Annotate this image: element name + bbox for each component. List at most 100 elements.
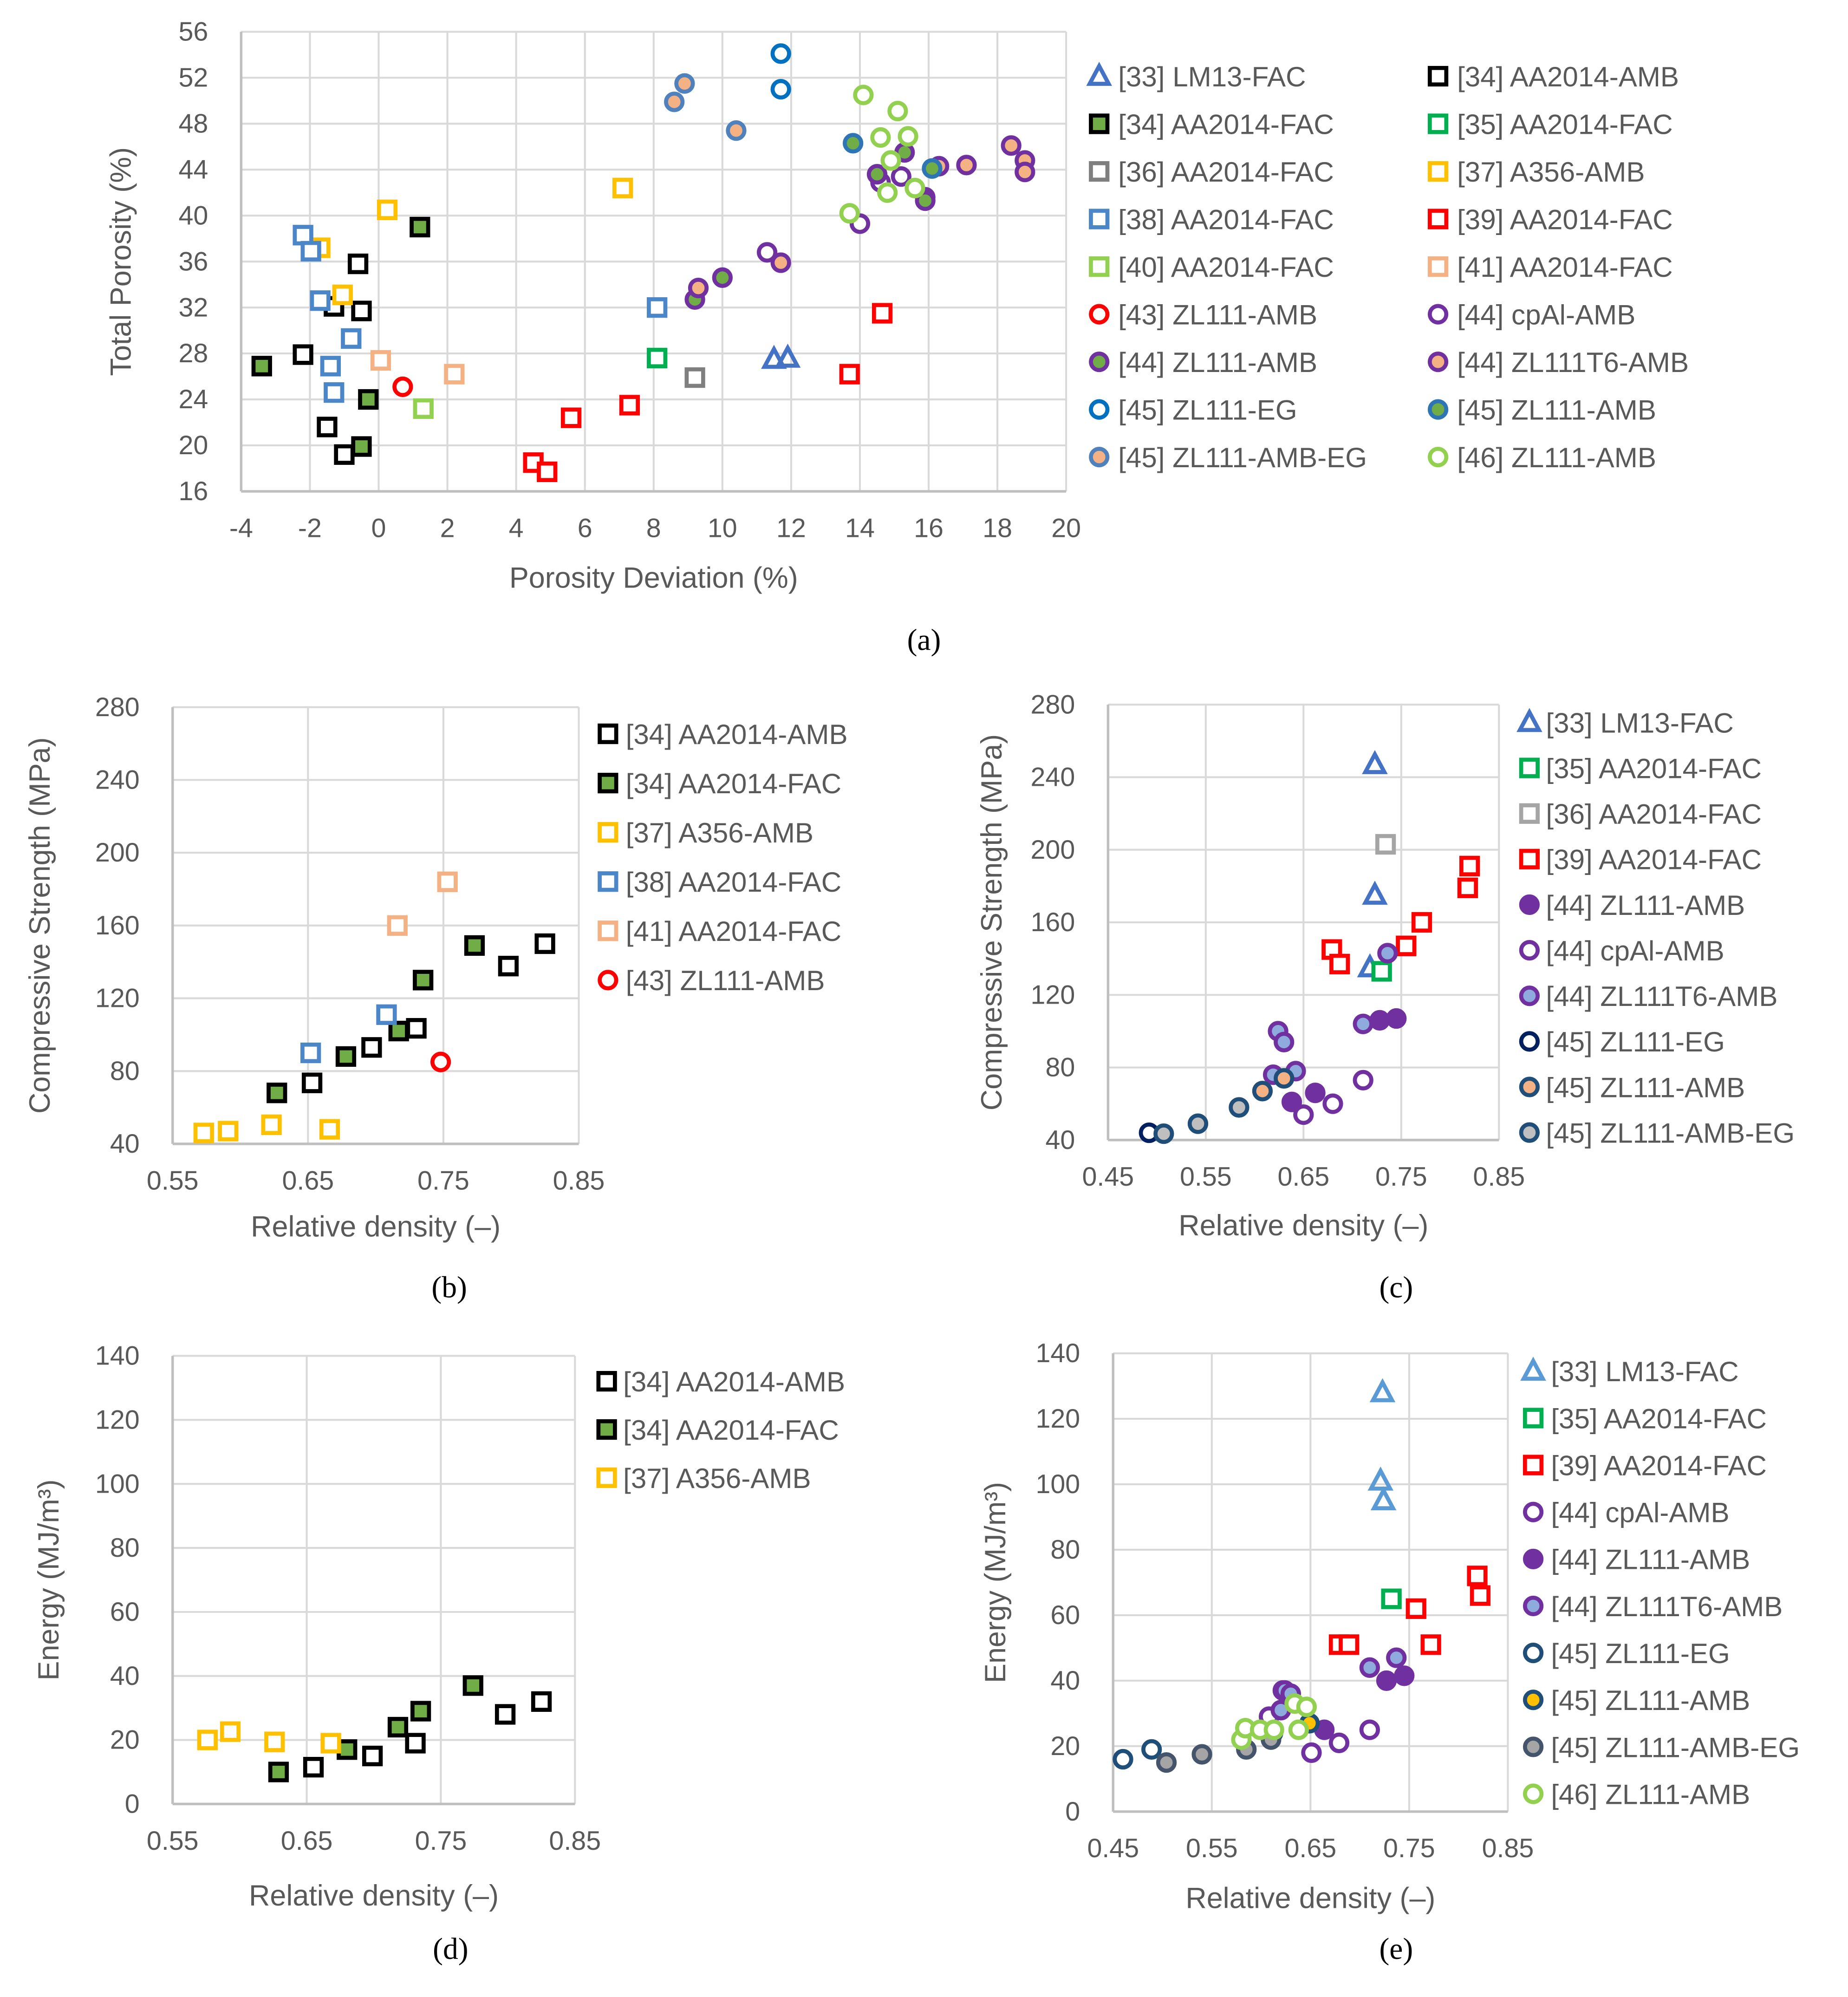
- y-tick-label: 24: [178, 385, 208, 414]
- data-point: [1281, 1091, 1302, 1112]
- data-point: [332, 284, 353, 306]
- data-point: [619, 395, 640, 416]
- chart-c: 0.45 0.55 0.65 0.75 0.85 40 80 120 160 200 240 280 R…: [976, 690, 1795, 1304]
- legend-entry: [39] AA2014-FAC: [1551, 1450, 1767, 1481]
- legend-entry: [36] AA2014-FAC: [1546, 799, 1762, 830]
- data-point: [293, 344, 313, 365]
- series-9: [1153, 1097, 1249, 1144]
- legend-entry: [45] ZL111-AMB: [1551, 1685, 1750, 1716]
- series-10: [392, 376, 413, 397]
- panel-label: (b): [431, 1271, 467, 1305]
- x-tick-label: -4: [229, 513, 253, 543]
- legend-entry: [40] AA2014-FAC: [1118, 252, 1334, 283]
- data-point: [887, 100, 908, 122]
- legend-marker: [1519, 757, 1540, 778]
- series-9: [370, 350, 465, 385]
- data-point: [674, 73, 695, 94]
- data-point: [1113, 1749, 1133, 1770]
- legend-marker: [598, 772, 618, 794]
- series-5: [430, 1051, 451, 1072]
- data-point: [437, 871, 458, 892]
- data-point: [430, 1051, 451, 1072]
- data-point: [1252, 1081, 1273, 1102]
- legend-entry: [36] AA2014-FAC: [1118, 157, 1334, 188]
- legend-marker: [1089, 113, 1110, 134]
- y-tick-label: 200: [95, 838, 140, 868]
- data-point: [853, 85, 874, 105]
- data-point: [1377, 943, 1398, 964]
- data-point: [301, 1072, 323, 1093]
- legend-entry: [35] AA2014-FAC: [1546, 753, 1762, 784]
- y-tick-label: 80: [1045, 1053, 1075, 1083]
- y-tick-label: 20: [1050, 1731, 1080, 1761]
- series-16: [664, 73, 747, 141]
- data-point: [1156, 1752, 1177, 1773]
- legend-marker: [1523, 1783, 1544, 1804]
- series-6: [1113, 1739, 1162, 1770]
- x-tick-label: -2: [298, 513, 322, 543]
- data-point: [877, 182, 898, 203]
- y-tick-label: 40: [110, 1129, 140, 1159]
- legend-entry: [44] ZL111T6-AMB: [1457, 347, 1689, 378]
- legend-marker: [1089, 256, 1110, 277]
- data-point: [761, 345, 787, 369]
- legend-marker: [598, 822, 618, 843]
- series-17: [839, 85, 925, 224]
- chart-e: 0.45 0.55 0.65 0.75 0.85 0 20 40 60 80 100 120 140 Re…: [979, 1338, 1800, 1966]
- legend-marker: [596, 1419, 617, 1440]
- data-point: [1191, 1744, 1212, 1765]
- legend-entry: [41] AA2014-FAC: [1457, 252, 1673, 283]
- x-tick-label: 14: [845, 513, 875, 543]
- x-tick-label: 2: [440, 513, 455, 543]
- y-tick-label: 240: [1031, 763, 1075, 792]
- series-8: [1252, 1068, 1295, 1102]
- data-point: [560, 407, 582, 428]
- data-point: [317, 417, 338, 437]
- series-14: [770, 43, 791, 100]
- data-point: [904, 177, 925, 199]
- legend-entry: [43] ZL111-AMB: [1118, 300, 1317, 331]
- data-point: [1305, 1083, 1326, 1103]
- data-point: [1367, 1466, 1394, 1491]
- data-point: [684, 367, 705, 388]
- legend-entry: [33] LM13-FAC: [1118, 61, 1306, 92]
- y-tick-label: 240: [95, 765, 140, 795]
- legend-entry: [41] AA2014-FAC: [626, 916, 842, 947]
- data-point: [1274, 1068, 1295, 1089]
- y-tick-label: 20: [178, 431, 208, 460]
- legend-entry: [37] A356-AMB: [623, 1463, 811, 1494]
- data-point: [1141, 1739, 1162, 1760]
- x-axis-title: Relative density (–): [1185, 1882, 1435, 1915]
- x-tick-label: 0.65: [281, 1826, 333, 1856]
- y-tick-label: 120: [1031, 980, 1075, 1010]
- data-point: [1375, 834, 1396, 855]
- data-point: [872, 303, 893, 324]
- data-point: [774, 343, 801, 368]
- data-point: [1329, 953, 1350, 974]
- data-point: [756, 242, 778, 263]
- legend-entry: [34] AA2014-AMB: [1457, 61, 1679, 92]
- data-point: [839, 364, 860, 385]
- x-axis-title: Relative density (–): [1178, 1209, 1428, 1242]
- series-0: [1367, 1378, 1397, 1510]
- x-tick-label: 12: [776, 513, 806, 543]
- data-point: [268, 1762, 289, 1782]
- data-point: [347, 253, 369, 274]
- legend-marker: [1427, 399, 1449, 420]
- data-point: [388, 1020, 409, 1042]
- data-point: [537, 461, 558, 483]
- x-tick-label: 10: [708, 513, 737, 543]
- chart-d: 0.55 0.65 0.75 0.85 0 20 40 60 80 100 120 140 Relati…: [33, 1341, 845, 1966]
- x-tick-label: 6: [578, 513, 592, 543]
- x-tick-label: 0.75: [417, 1166, 469, 1195]
- y-tick-label: 40: [178, 201, 208, 230]
- legend-entry: [39] AA2014-FAC: [1457, 204, 1673, 235]
- data-point: [1394, 1665, 1415, 1686]
- x-tick-label: 0.85: [1473, 1162, 1525, 1192]
- x-tick-label: 0.65: [1285, 1834, 1337, 1863]
- data-point: [839, 203, 860, 224]
- data-point: [300, 1042, 321, 1064]
- legend-entry: [45] ZL111-EG: [1118, 395, 1297, 426]
- data-point: [1362, 881, 1388, 905]
